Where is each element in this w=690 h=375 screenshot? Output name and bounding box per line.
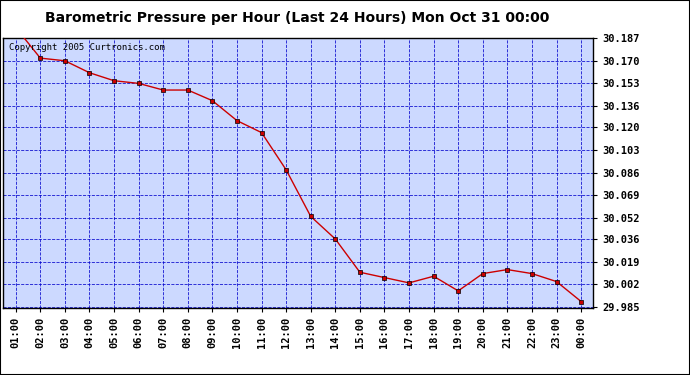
Text: Barometric Pressure per Hour (Last 24 Hours) Mon Oct 31 00:00: Barometric Pressure per Hour (Last 24 Ho… <box>45 11 549 25</box>
Text: Copyright 2005 Curtronics.com: Copyright 2005 Curtronics.com <box>10 43 165 52</box>
